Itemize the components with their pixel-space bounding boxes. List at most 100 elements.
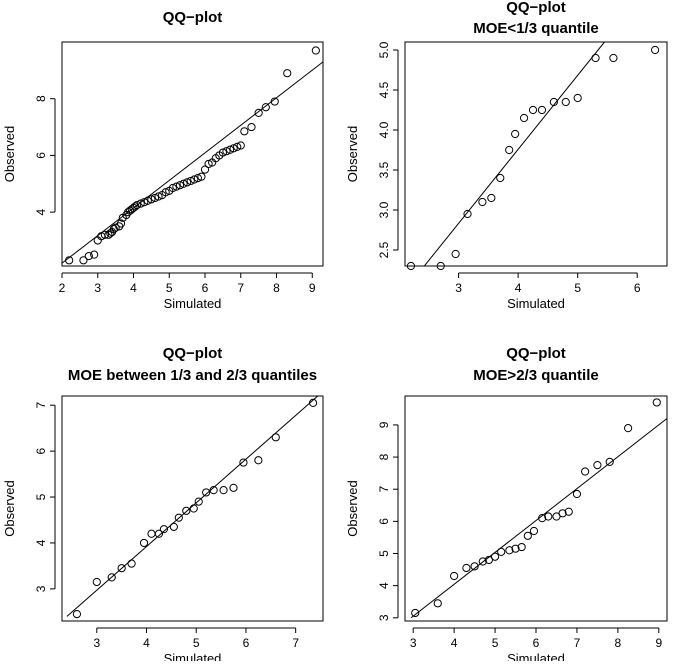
data-point — [558, 509, 567, 518]
y-tick-label: 7 — [377, 486, 391, 493]
data-point — [436, 261, 445, 271]
data-point — [92, 577, 101, 587]
data-point — [271, 433, 280, 442]
data-point — [140, 198, 149, 207]
data-point — [478, 197, 487, 207]
data-point — [239, 458, 248, 467]
data-point — [139, 538, 149, 548]
data-point — [505, 546, 514, 555]
x-tick-label: 2 — [59, 281, 66, 295]
data-point — [193, 174, 202, 183]
y-tick-label: 4.0 — [377, 121, 391, 138]
y-tick-label: 2.5 — [377, 241, 391, 258]
data-point — [189, 504, 198, 513]
data-point — [544, 512, 553, 521]
data-point — [511, 129, 520, 139]
x-tick-label: 9 — [309, 281, 316, 295]
x-axis-label: Simulated — [507, 296, 565, 311]
chart-title: QQ−plot — [506, 345, 566, 362]
data-point — [222, 147, 231, 156]
data-point — [159, 525, 169, 534]
x-tick-label: 4 — [143, 636, 150, 650]
data-point — [143, 196, 152, 205]
y-axis-label: Observed — [2, 480, 17, 536]
data-point — [197, 172, 206, 181]
data-point — [84, 251, 93, 261]
x-tick-label: 3 — [94, 281, 101, 295]
data-point — [240, 127, 249, 136]
data-point — [218, 148, 227, 157]
data-point — [537, 105, 547, 115]
data-point — [519, 113, 529, 123]
y-tick-label: 5.0 — [377, 41, 391, 58]
y-tick-label: 4 — [34, 539, 48, 546]
data-point — [132, 200, 142, 210]
data-point — [117, 564, 126, 573]
y-axis-label: Observed — [345, 480, 360, 536]
data-point — [528, 105, 538, 115]
x-tick-label: 4 — [451, 636, 458, 650]
data-point — [462, 563, 471, 573]
data-point — [650, 45, 660, 55]
data-point — [72, 610, 82, 619]
y-tick-label: 7 — [34, 402, 48, 409]
x-tick-label: 6 — [243, 636, 250, 650]
x-tick-label: 8 — [615, 636, 622, 650]
data-point — [605, 457, 614, 466]
data-point — [65, 256, 74, 265]
data-point — [511, 544, 520, 553]
x-tick-label: 4 — [130, 281, 137, 295]
data-point — [100, 230, 110, 239]
data-point — [219, 486, 228, 495]
x-tick-label: 7 — [292, 636, 299, 650]
chart-title: MOE>2/3 quantile — [473, 367, 598, 384]
data-point — [529, 526, 539, 536]
data-point — [190, 175, 199, 184]
data-point — [79, 256, 88, 265]
data-point — [523, 531, 532, 540]
data-point — [497, 547, 506, 556]
y-tick-label: 6 — [34, 152, 48, 159]
plot-frame — [61, 41, 324, 267]
data-point — [496, 173, 505, 183]
data-point — [229, 483, 238, 492]
y-tick-label: 3.5 — [377, 161, 391, 178]
y-tick-label: 5 — [34, 493, 48, 500]
data-point — [172, 182, 181, 191]
data-point — [116, 219, 126, 228]
data-point — [609, 53, 618, 63]
x-tick-label: 8 — [273, 281, 280, 295]
data-point — [174, 513, 183, 522]
chart-title: MOE between 1/3 and 2/3 quantiles — [68, 367, 317, 384]
data-point — [150, 193, 160, 203]
y-tick-label: 3 — [34, 585, 48, 592]
y-tick-label: 4 — [377, 582, 391, 589]
x-tick-label: 6 — [202, 281, 209, 295]
data-point — [147, 529, 156, 538]
x-axis-label: Simulated — [164, 296, 222, 311]
data-point — [182, 506, 191, 515]
data-point — [463, 209, 472, 219]
qq-panel: QQ−plot MOE<1/3 quantile 3 4 5 6 2.5 3.0 3.5 4.0 4… — [345, 0, 668, 311]
x-axis-label: Simulated — [507, 651, 565, 661]
data-point — [254, 456, 263, 465]
data-point — [147, 195, 156, 204]
data-point — [411, 608, 420, 618]
data-point — [270, 97, 279, 106]
data-point — [183, 178, 192, 187]
data-point — [175, 181, 185, 190]
y-tick-label: 3.0 — [377, 201, 391, 218]
data-point — [111, 223, 120, 232]
x-tick-label: 6 — [634, 281, 641, 295]
plot-frame — [404, 41, 668, 267]
data-point — [161, 188, 170, 197]
data-point — [90, 250, 99, 259]
reference-line — [62, 61, 323, 264]
data-point — [179, 179, 188, 188]
reference-line — [410, 418, 667, 619]
data-point — [433, 599, 442, 608]
x-tick-label: 4 — [515, 281, 522, 295]
data-point — [564, 507, 573, 516]
data-point — [311, 46, 320, 55]
